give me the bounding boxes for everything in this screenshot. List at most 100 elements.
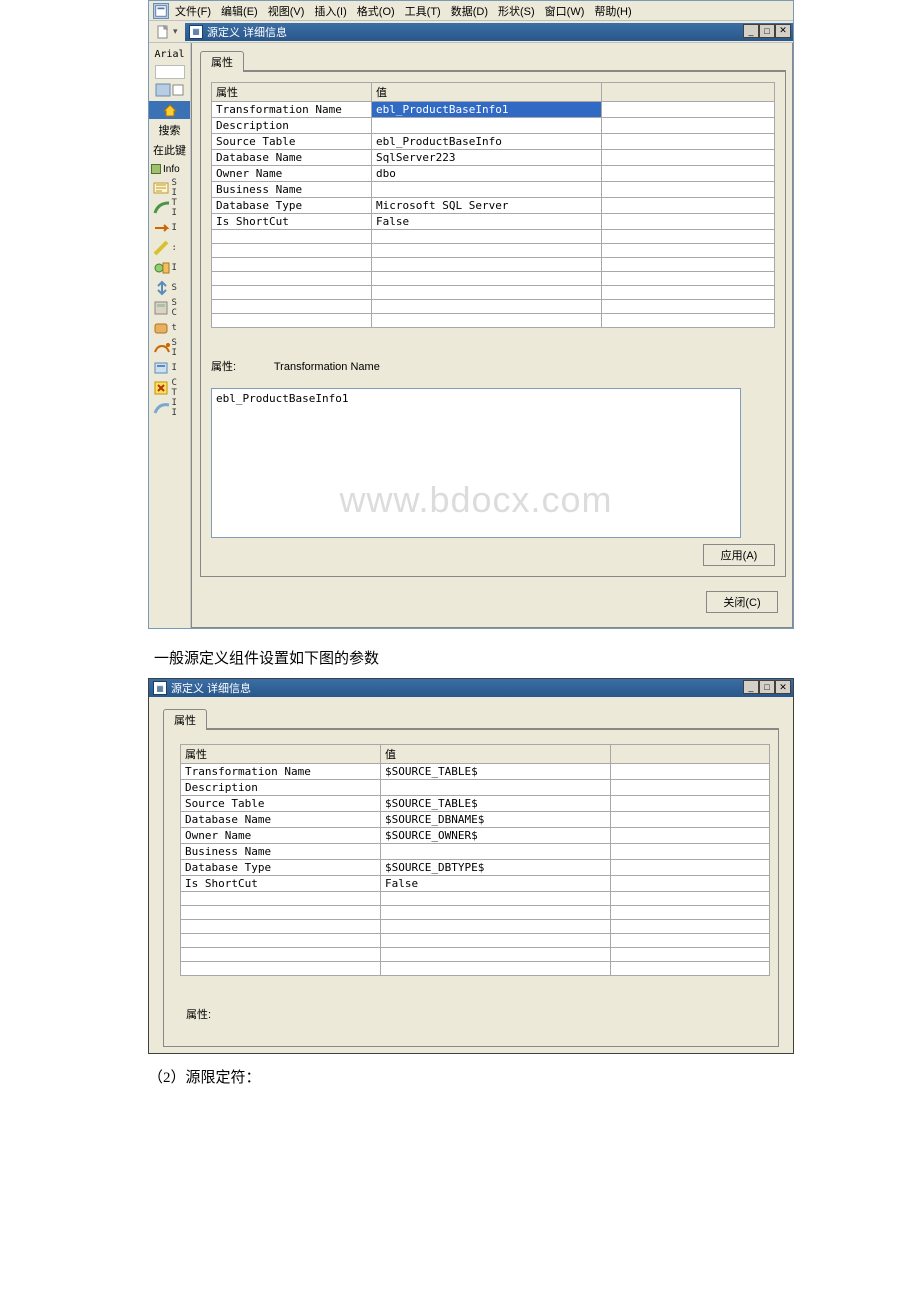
attribute-label: 属性: xyxy=(211,358,271,374)
d2-cell-k-1[interactable]: Description xyxy=(181,780,381,796)
menu-view[interactable]: 视图(V) xyxy=(264,1,309,21)
menu-tools[interactable]: 工具(T) xyxy=(401,1,445,21)
cell-k-7[interactable]: Is ShortCut xyxy=(212,214,372,230)
d2-cell-v-2[interactable]: $SOURCE_TABLE$ xyxy=(381,796,611,812)
cell-v-3[interactable]: SqlServer223 xyxy=(372,150,602,166)
app-window: 文件(F) 编辑(E) 视图(V) 插入(I) 格式(O) 工具(T) 数据(D… xyxy=(148,0,794,629)
tool-icon-4[interactable]: : xyxy=(151,239,189,257)
d2-cell-v-0[interactable]: $SOURCE_TABLE$ xyxy=(381,764,611,780)
cell-v-2[interactable]: ebl_ProductBaseInfo xyxy=(372,134,602,150)
cell-v-5[interactable] xyxy=(372,182,602,198)
dialog2-tab-pane: 属性 值 Transformation Name$SOURCE_TABLE$ D… xyxy=(163,729,779,1047)
dialog2-col-attr-header: 属性 xyxy=(181,745,381,764)
dialog2-body: 属性 属性 值 Transformation Name$SOURCE_TABLE… xyxy=(149,697,793,1053)
tool-icon-8[interactable]: t xyxy=(151,319,189,337)
d2-cell-k-0[interactable]: Transformation Name xyxy=(181,764,381,780)
dialog2-icon: ▦ xyxy=(153,681,167,695)
menu-shape[interactable]: 形状(S) xyxy=(494,1,539,21)
dialog-body: 属性 属性 值 Transformation Nameebl_ProductBa… xyxy=(191,43,793,628)
rail-home-icon[interactable] xyxy=(149,101,190,119)
rail-info-label: Info xyxy=(163,164,180,175)
dialog2-window: ▦ 源定义 详细信息 _ □ ✕ 属性 属性 值 Trans xyxy=(148,678,794,1054)
caption-2: （2）源限定符： xyxy=(148,1066,920,1087)
tool-icon-3[interactable]: I xyxy=(151,219,189,237)
col-val-header: 值 xyxy=(372,83,602,102)
tool-icon-2[interactable]: TI xyxy=(151,199,189,217)
tool-icon-11[interactable]: CT xyxy=(151,379,189,397)
d2-cell-k-7[interactable]: Is ShortCut xyxy=(181,876,381,892)
tool-icon-7[interactable]: SC xyxy=(151,299,189,317)
dialog2-col-blank-header xyxy=(611,745,770,764)
d2-cell-v-7[interactable]: False xyxy=(381,876,611,892)
dialog2-minimize-button[interactable]: _ xyxy=(743,680,759,694)
tool-icon-5[interactable]: I xyxy=(151,259,189,277)
d2-cell-k-3[interactable]: Database Name xyxy=(181,812,381,828)
d2-cell-v-4[interactable]: $SOURCE_OWNER$ xyxy=(381,828,611,844)
tool-icon-10[interactable]: I xyxy=(151,359,189,377)
col-attr-header: 属性 xyxy=(212,83,372,102)
cell-v-7[interactable]: False xyxy=(372,214,602,230)
menu-insert[interactable]: 插入(I) xyxy=(310,1,350,21)
cell-v-1[interactable] xyxy=(372,118,602,134)
tool-icon-12[interactable]: II xyxy=(151,399,189,417)
d2-cell-v-6[interactable]: $SOURCE_DBTYPE$ xyxy=(381,860,611,876)
cell-k-6[interactable]: Database Type xyxy=(212,198,372,214)
toolbar: ▾ ▦ 源定义 详细信息 _ □ ✕ xyxy=(149,21,793,43)
d2-cell-v-5[interactable] xyxy=(381,844,611,860)
dialog2-maximize-button[interactable]: □ xyxy=(759,680,775,694)
cell-k-1[interactable]: Description xyxy=(212,118,372,134)
tab-properties[interactable]: 属性 xyxy=(200,51,244,72)
d2-cell-k-6[interactable]: Database Type xyxy=(181,860,381,876)
attribute-label-row: 属性: Transformation Name xyxy=(211,358,775,374)
dialog2-tab-properties[interactable]: 属性 xyxy=(163,709,207,730)
dialog2-properties-table: 属性 值 Transformation Name$SOURCE_TABLE$ D… xyxy=(180,744,770,976)
dialog2-tabstrip: 属性 xyxy=(163,709,779,729)
maximize-button[interactable]: □ xyxy=(759,24,775,38)
minimize-button[interactable]: _ xyxy=(743,24,759,38)
caption-1: 一般源定义组件设置如下图的参数 xyxy=(154,647,920,668)
rail-info-row[interactable]: Info xyxy=(149,161,190,177)
new-doc-button[interactable] xyxy=(153,23,173,41)
d2-cell-v-3[interactable]: $SOURCE_DBNAME$ xyxy=(381,812,611,828)
cell-k-3[interactable]: Database Name xyxy=(212,150,372,166)
menu-edit[interactable]: 编辑(E) xyxy=(217,1,262,21)
watermark: www.bdocx.com xyxy=(339,479,612,521)
rail-icons-1 xyxy=(149,81,190,99)
font-size-box[interactable] xyxy=(155,65,185,79)
cell-k-5[interactable]: Business Name xyxy=(212,182,372,198)
new-doc-dropdown-icon[interactable]: ▾ xyxy=(173,26,183,37)
dialog2-titlebar: ▦ 源定义 详细信息 _ □ ✕ xyxy=(149,679,793,697)
tabstrip: 属性 xyxy=(200,51,786,71)
cell-k-0[interactable]: Transformation Name xyxy=(212,102,372,118)
cell-v-0[interactable]: ebl_ProductBaseInfo1 xyxy=(372,102,602,118)
dialog2-attribute-label: 属性: xyxy=(186,1006,768,1022)
close-window-button[interactable]: ✕ xyxy=(775,24,791,38)
d2-cell-v-1[interactable] xyxy=(381,780,611,796)
left-rail: Arial 搜索 在此键 Info SI TI I : I S S xyxy=(149,43,191,628)
d2-cell-k-4[interactable]: Owner Name xyxy=(181,828,381,844)
dialog-icon: ▦ xyxy=(189,25,203,39)
tool-icon-9[interactable]: SI xyxy=(151,339,189,357)
menu-file[interactable]: 文件(F) xyxy=(171,1,215,21)
d2-cell-k-5[interactable]: Business Name xyxy=(181,844,381,860)
tool-icon-1[interactable]: SI xyxy=(151,179,189,197)
menu-format[interactable]: 格式(O) xyxy=(353,1,399,21)
menu-window[interactable]: 窗口(W) xyxy=(541,1,589,21)
app-icon xyxy=(153,3,169,19)
dialog2-title: 源定义 详细信息 xyxy=(171,680,251,696)
attribute-textbox[interactable]: ebl_ProductBaseInfo1 www.bdocx.com xyxy=(211,388,741,538)
close-button[interactable]: 关闭(C) xyxy=(706,591,778,613)
font-name-label: Arial xyxy=(149,45,190,63)
app-body: Arial 搜索 在此键 Info SI TI I : I S S xyxy=(149,43,793,628)
apply-button[interactable]: 应用(A) xyxy=(703,544,775,566)
cell-v-6[interactable]: Microsoft SQL Server xyxy=(372,198,602,214)
dialog-titlebar: ▦ 源定义 详细信息 _ □ ✕ xyxy=(185,23,793,41)
menu-data[interactable]: 数据(D) xyxy=(447,1,492,21)
tool-icon-6[interactable]: S xyxy=(151,279,189,297)
cell-k-2[interactable]: Source Table xyxy=(212,134,372,150)
d2-cell-k-2[interactable]: Source Table xyxy=(181,796,381,812)
menu-help[interactable]: 帮助(H) xyxy=(590,1,635,21)
cell-v-4[interactable]: dbo xyxy=(372,166,602,182)
dialog2-close-button[interactable]: ✕ xyxy=(775,680,791,694)
cell-k-4[interactable]: Owner Name xyxy=(212,166,372,182)
